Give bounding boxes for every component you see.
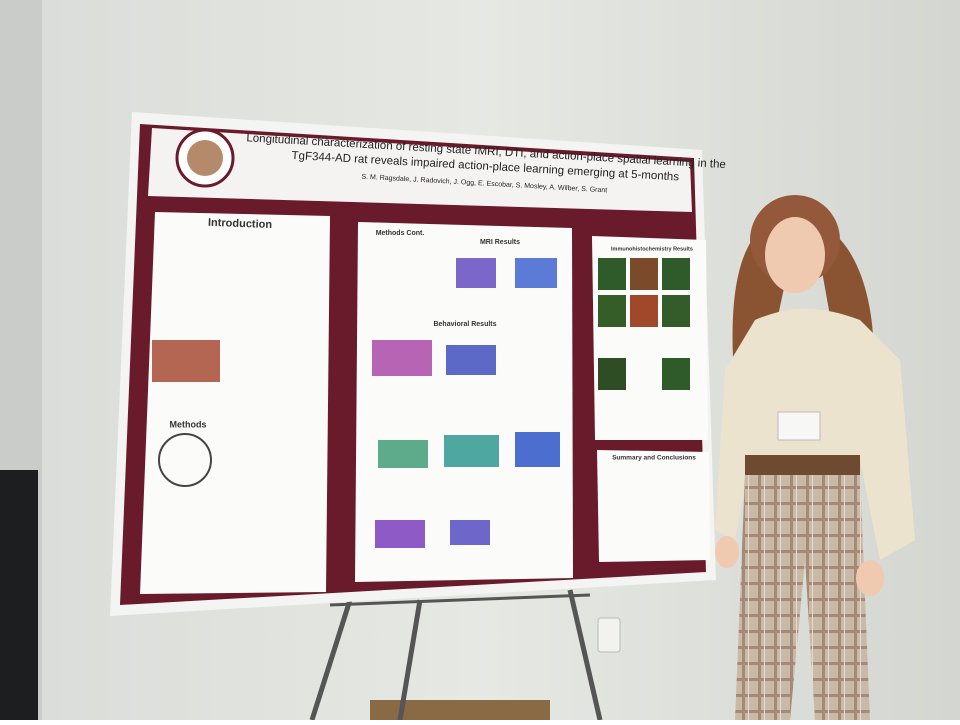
section-header: Methods Cont. (376, 230, 425, 237)
section-header: Methods (170, 419, 207, 429)
outlet (597, 617, 621, 653)
section-header: Introduction (208, 217, 273, 231)
person (715, 195, 915, 720)
dark-object (0, 470, 38, 720)
intro-image (152, 340, 220, 382)
section-header: Summary and Conclusions (612, 455, 696, 462)
floor (370, 700, 550, 720)
section-header: MRI Results (480, 239, 520, 246)
easel (309, 589, 603, 721)
figure-bars (372, 258, 560, 548)
seal-center (187, 140, 223, 176)
maze-diagram (158, 433, 212, 487)
section-header: Immunohistochemistry Results (611, 246, 693, 252)
section-header: Behavioral Results (433, 321, 496, 328)
ihc-images (598, 258, 690, 390)
title-banner (148, 128, 692, 212)
